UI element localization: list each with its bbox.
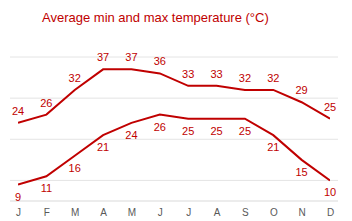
data-label: 25 bbox=[182, 125, 194, 137]
data-label: 32 bbox=[69, 72, 81, 84]
data-label: 9 bbox=[15, 191, 21, 203]
title: Average min and max temperature (°C) bbox=[42, 10, 269, 25]
grid-line bbox=[10, 139, 338, 140]
data-label: 33 bbox=[182, 68, 194, 80]
x-tick: O bbox=[270, 201, 278, 218]
data-label: 32 bbox=[239, 72, 251, 84]
chart-svg: Average min and max temperature (°C) J F M A… bbox=[0, 0, 352, 221]
chart-container: Average min and max temperature (°C) J F M A… bbox=[0, 0, 352, 221]
x-tick: A bbox=[100, 201, 107, 218]
data-label: 24 bbox=[12, 105, 24, 117]
x-tick-label: A bbox=[214, 207, 221, 218]
data-label: 11 bbox=[41, 182, 52, 194]
data-label: 24 bbox=[125, 129, 137, 141]
x-tick-label: D bbox=[327, 207, 334, 218]
x-tick-label: A bbox=[100, 207, 107, 218]
x-tick-label: J bbox=[158, 207, 163, 218]
data-labels: 24 26 32 37 37 36 33 33 32 32 29 25 9 11 16 21 24 26 25 25 2… bbox=[12, 51, 336, 202]
x-tick: F bbox=[44, 201, 50, 218]
x-tick-label: J bbox=[16, 207, 21, 218]
data-label: 21 bbox=[97, 141, 109, 153]
x-axis: JFMAMJJASOND bbox=[10, 201, 338, 218]
data-label: 32 bbox=[267, 72, 279, 84]
x-tick-label: J bbox=[186, 207, 191, 218]
x-tick: M bbox=[71, 201, 79, 218]
x-tick-label: M bbox=[71, 207, 79, 218]
data-label: 33 bbox=[210, 68, 222, 80]
data-label: 21 bbox=[267, 141, 279, 153]
x-tick-label: F bbox=[44, 207, 50, 218]
data-label: 25 bbox=[239, 125, 251, 137]
x-tick: J bbox=[186, 201, 191, 218]
x-tick: A bbox=[214, 201, 221, 218]
x-tick-label: M bbox=[128, 207, 136, 218]
series-line bbox=[18, 69, 330, 122]
grid bbox=[10, 57, 338, 180]
x-tick: D bbox=[327, 201, 334, 218]
x-tick-label: O bbox=[270, 207, 278, 218]
series-line bbox=[18, 115, 330, 185]
x-tick: N bbox=[299, 201, 306, 218]
data-label: 10 bbox=[324, 186, 336, 198]
data-label: 26 bbox=[154, 121, 166, 133]
grid-line bbox=[10, 57, 338, 58]
data-label: 25 bbox=[210, 125, 222, 137]
data-label: 15 bbox=[296, 166, 308, 178]
data-label: 37 bbox=[97, 51, 109, 63]
x-tick: J bbox=[158, 201, 163, 218]
data-label: 16 bbox=[69, 162, 81, 174]
plot-area bbox=[18, 69, 330, 184]
data-label: 25 bbox=[324, 101, 336, 113]
data-label: 29 bbox=[296, 84, 308, 96]
grid-line bbox=[10, 180, 338, 181]
data-label: 36 bbox=[154, 55, 166, 67]
x-tick-label: N bbox=[299, 207, 306, 218]
x-tick: M bbox=[128, 201, 136, 218]
x-tick: J bbox=[16, 201, 21, 218]
data-label: 37 bbox=[125, 51, 137, 63]
x-tick: S bbox=[242, 201, 249, 218]
grid-line bbox=[10, 98, 338, 99]
x-tick-label: S bbox=[242, 207, 249, 218]
x-axis-line bbox=[10, 201, 338, 202]
data-label: 26 bbox=[40, 97, 52, 109]
